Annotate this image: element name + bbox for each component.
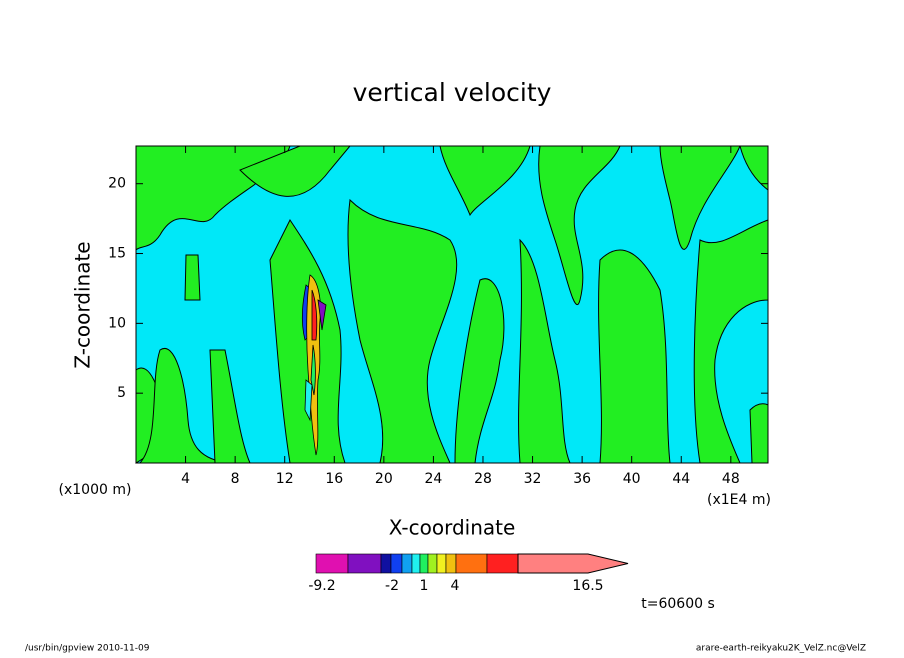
x-tick-label: 40 xyxy=(623,471,641,487)
colorbar-segment xyxy=(436,553,447,574)
y-axis-label: Z-coordinate xyxy=(71,241,95,368)
x-tick-label: 44 xyxy=(672,471,690,487)
colorbar-segment xyxy=(445,553,457,574)
x-tick-label: 36 xyxy=(573,471,591,487)
colorbar-segment xyxy=(401,553,413,574)
x-tick-label: 4 xyxy=(181,471,190,487)
chart-title: vertical velocity xyxy=(353,78,552,107)
colorbar-segment xyxy=(517,553,629,574)
contour-regions xyxy=(135,145,769,464)
x-tick-label: 48 xyxy=(722,471,740,487)
x-tick-label: 28 xyxy=(474,471,492,487)
x-tick-label: 24 xyxy=(424,471,442,487)
colorbar-tick-label: 16.5 xyxy=(572,578,603,594)
colorbar-tick-label: 1 xyxy=(420,578,429,594)
colorbar-segment xyxy=(486,553,519,574)
plot-frame xyxy=(135,145,769,464)
x-tick-label: 20 xyxy=(375,471,393,487)
x-unit-label: (x1E4 m) xyxy=(707,492,771,508)
colorbar-segment xyxy=(419,553,429,574)
colorbar-segment xyxy=(427,553,438,574)
x-tick-label: 32 xyxy=(524,471,542,487)
colorbar-tick-label: -2 xyxy=(385,578,399,594)
colorbar-segment xyxy=(455,553,488,574)
time-label: t=60600 s xyxy=(641,596,715,612)
x-tick-label: 16 xyxy=(325,471,343,487)
colorbar-tick-label: 4 xyxy=(451,578,460,594)
colorbar-segment xyxy=(411,553,421,574)
footer-right: arare-earth-reikyaku2K_VelZ.nc@VelZ xyxy=(696,644,866,654)
contour-field xyxy=(135,145,769,464)
colorbar-segment xyxy=(380,553,392,574)
footer-left: /usr/bin/gpview 2010-11-09 xyxy=(25,644,150,654)
y-tick-label: 15 xyxy=(108,246,126,262)
colorbar-segment xyxy=(347,553,382,574)
y-tick-label: 10 xyxy=(108,315,126,331)
colorbar-segment xyxy=(315,553,349,574)
y-tick-label: 5 xyxy=(117,385,126,401)
colorbar-segment xyxy=(390,553,403,574)
colorbar-tick-label: -9.2 xyxy=(308,578,335,594)
y-unit-label: (x1000 m) xyxy=(59,482,132,498)
x-tick-label: 12 xyxy=(276,471,294,487)
x-axis-label: X-coordinate xyxy=(389,516,516,540)
convective-core xyxy=(301,274,327,456)
y-tick-label: 20 xyxy=(108,176,126,192)
x-tick-label: 8 xyxy=(231,471,240,487)
